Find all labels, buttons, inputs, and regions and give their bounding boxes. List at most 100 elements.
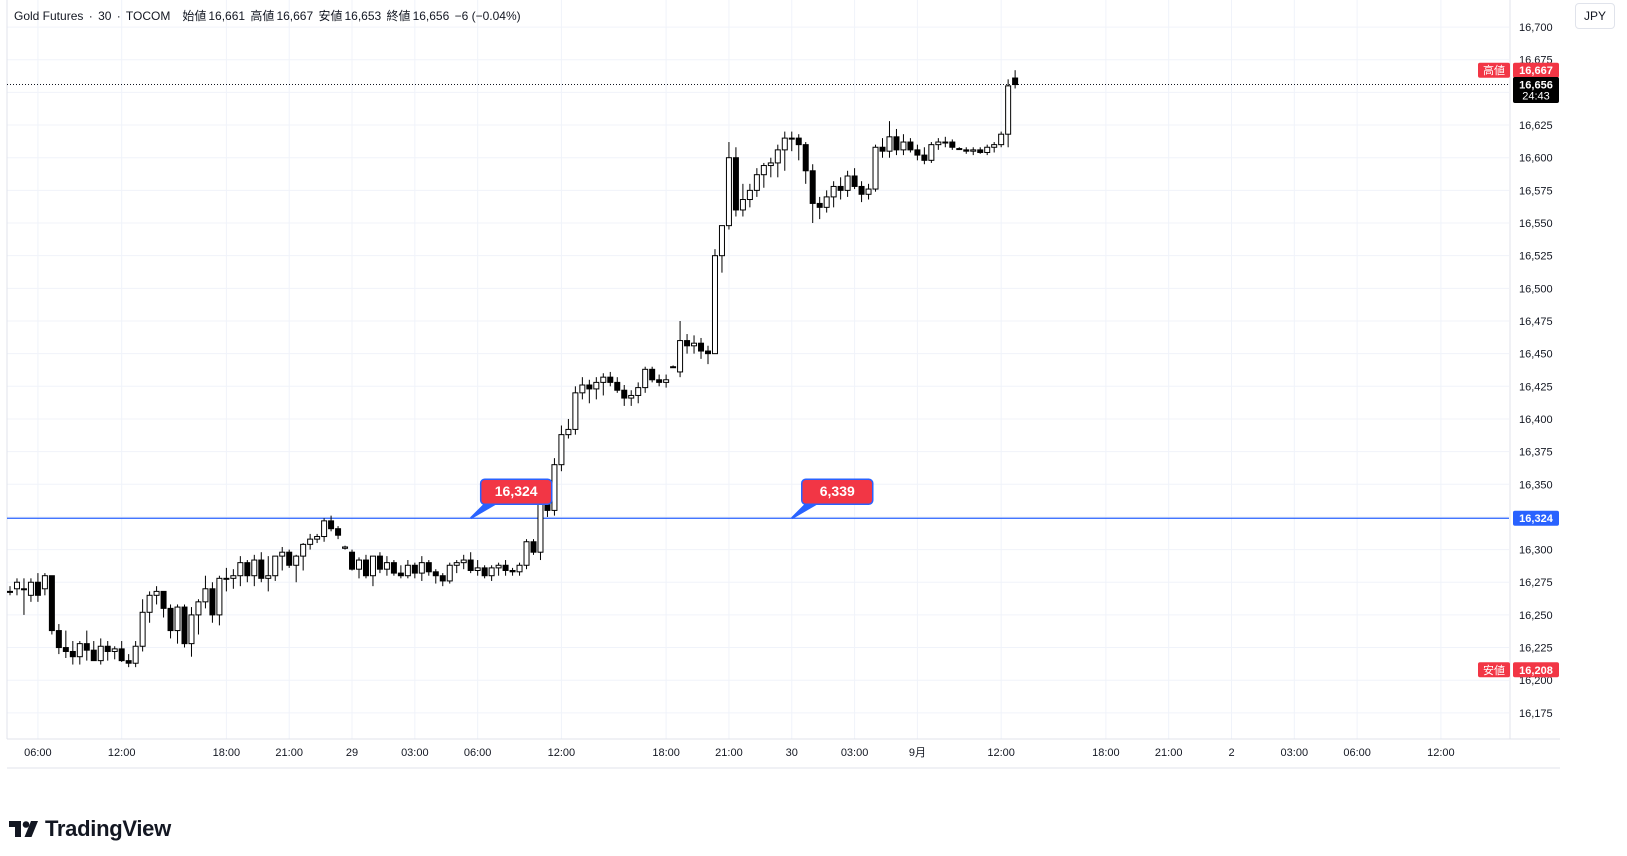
candle[interactable] <box>20 578 27 615</box>
candle[interactable] <box>823 190 830 213</box>
price-callout[interactable]: 16,324 <box>469 478 553 520</box>
candle[interactable] <box>628 390 635 406</box>
candle[interactable] <box>739 183 746 217</box>
candle[interactable] <box>390 560 397 576</box>
candle[interactable] <box>62 630 69 659</box>
candle[interactable] <box>614 377 621 393</box>
candle[interactable] <box>586 379 593 404</box>
candle[interactable] <box>425 560 432 576</box>
candle[interactable] <box>97 638 104 665</box>
candle[interactable] <box>418 556 425 581</box>
candle[interactable] <box>900 134 907 156</box>
tradingview-brand[interactable]: TradingView <box>9 816 171 842</box>
candle[interactable] <box>732 147 739 217</box>
candle[interactable] <box>230 569 237 589</box>
candle[interactable] <box>907 138 914 153</box>
candle[interactable] <box>300 543 307 571</box>
candle[interactable] <box>349 549 356 571</box>
candle[interactable] <box>746 183 753 208</box>
candle[interactable] <box>286 549 293 568</box>
candle[interactable] <box>565 418 572 439</box>
candle[interactable] <box>202 575 209 609</box>
candle[interactable] <box>7 586 13 596</box>
candle[interactable] <box>949 139 956 150</box>
candle[interactable] <box>69 641 76 665</box>
candle[interactable] <box>802 142 809 184</box>
candle[interactable] <box>635 382 642 404</box>
candle[interactable] <box>998 131 1005 148</box>
candle[interactable] <box>237 556 244 587</box>
candle[interactable] <box>41 573 48 596</box>
candle[interactable] <box>481 565 488 579</box>
candle[interactable] <box>502 560 509 576</box>
candle[interactable] <box>488 565 495 581</box>
candle[interactable] <box>558 425 565 472</box>
candle[interactable] <box>607 371 614 387</box>
candle[interactable] <box>977 147 984 154</box>
candle[interactable] <box>621 385 628 406</box>
candle[interactable] <box>27 578 34 602</box>
candle[interactable] <box>844 170 851 197</box>
currency-button[interactable]: JPY <box>1575 3 1615 29</box>
candle[interactable] <box>851 168 858 190</box>
candle[interactable] <box>991 142 998 153</box>
candle[interactable] <box>593 377 600 400</box>
candle[interactable] <box>13 578 20 596</box>
candle[interactable] <box>956 147 963 151</box>
candle[interactable] <box>774 144 781 178</box>
candle[interactable] <box>830 181 837 208</box>
candle[interactable] <box>369 555 376 587</box>
candle[interactable] <box>132 641 139 668</box>
candle[interactable] <box>321 518 328 542</box>
candle[interactable] <box>551 458 558 516</box>
candle[interactable] <box>258 552 265 583</box>
candle[interactable] <box>942 136 949 148</box>
candle[interactable] <box>816 196 823 220</box>
candle[interactable] <box>160 590 167 618</box>
legend-interval[interactable]: 30 <box>98 9 112 23</box>
candle[interactable] <box>111 646 118 660</box>
candle[interactable] <box>767 157 774 178</box>
candle[interactable] <box>579 377 586 400</box>
candle[interactable] <box>439 573 446 587</box>
candle[interactable] <box>935 138 942 150</box>
candle[interactable] <box>705 345 711 365</box>
candle[interactable] <box>474 560 481 576</box>
candle[interactable] <box>188 607 195 657</box>
candle[interactable] <box>649 366 656 383</box>
candle[interactable] <box>446 562 453 584</box>
candle[interactable] <box>139 599 146 652</box>
candle[interactable] <box>670 365 677 369</box>
candle[interactable] <box>265 556 272 592</box>
candle[interactable] <box>516 562 523 576</box>
candle[interactable] <box>467 552 474 574</box>
candle[interactable] <box>342 545 349 550</box>
candle[interactable] <box>153 586 160 605</box>
candle[interactable] <box>125 654 132 668</box>
candle[interactable] <box>858 181 865 203</box>
candle[interactable] <box>642 366 649 393</box>
candle[interactable] <box>397 565 404 579</box>
candle[interactable] <box>600 373 607 396</box>
candle[interactable] <box>725 142 732 230</box>
legend-symbol[interactable]: Gold Futures <box>14 9 84 23</box>
candle[interactable] <box>530 539 537 555</box>
candle[interactable] <box>572 386 579 435</box>
candle[interactable] <box>279 546 286 571</box>
candle[interactable] <box>760 162 767 188</box>
candle[interactable] <box>146 591 153 623</box>
candle[interactable] <box>209 582 216 623</box>
candle[interactable] <box>837 177 844 200</box>
candle[interactable] <box>404 560 411 579</box>
candle[interactable] <box>879 138 886 158</box>
candle[interactable] <box>383 556 390 576</box>
candle[interactable] <box>376 552 383 574</box>
candle[interactable] <box>684 334 691 354</box>
candle[interactable] <box>90 641 97 662</box>
candle[interactable] <box>1005 79 1012 148</box>
candle[interactable] <box>195 599 202 635</box>
candle[interactable] <box>167 604 174 639</box>
candle[interactable] <box>432 569 439 584</box>
